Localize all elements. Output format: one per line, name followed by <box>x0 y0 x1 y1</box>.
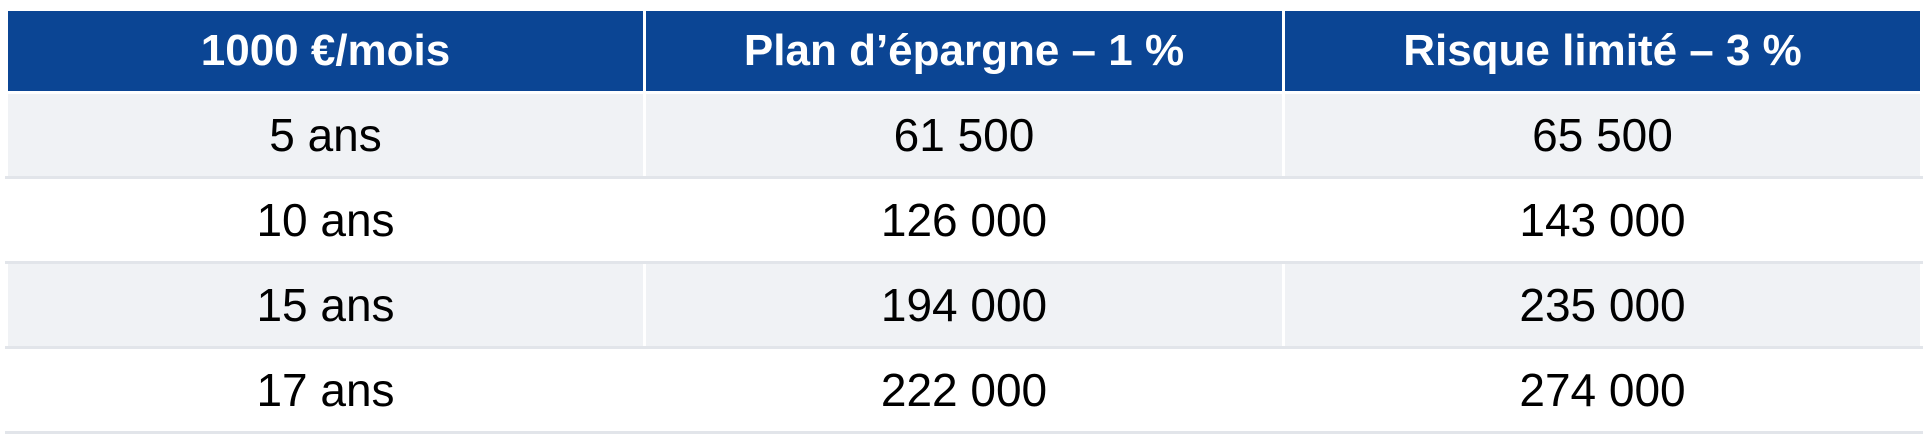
savings-table: 1000 €/mois Plan d’épargne – 1 % Risque … <box>5 8 1923 434</box>
table-row: 10 ans 126 000 143 000 <box>5 176 1923 264</box>
limited-risk-value: 235 000 <box>1282 261 1923 349</box>
header-savings-plan: Plan d’épargne – 1 % <box>643 8 1285 94</box>
savings-plan-value: 126 000 <box>643 176 1285 264</box>
savings-table-container: 1000 €/mois Plan d’épargne – 1 % Risque … <box>5 8 1923 434</box>
limited-risk-value: 143 000 <box>1282 176 1923 264</box>
table-row: 17 ans 222 000 274 000 <box>5 346 1923 434</box>
table-row: 5 ans 61 500 65 500 <box>5 91 1923 179</box>
header-limited-risk: Risque limité – 3 % <box>1282 8 1923 94</box>
savings-plan-value: 61 500 <box>643 91 1285 179</box>
limited-risk-value: 65 500 <box>1282 91 1923 179</box>
duration-cell: 15 ans <box>5 261 646 349</box>
duration-cell: 17 ans <box>5 346 646 434</box>
table-row: 15 ans 194 000 235 000 <box>5 261 1923 349</box>
duration-cell: 10 ans <box>5 176 646 264</box>
duration-cell: 5 ans <box>5 91 646 179</box>
limited-risk-value: 274 000 <box>1282 346 1923 434</box>
savings-plan-value: 222 000 <box>643 346 1285 434</box>
header-monthly-amount: 1000 €/mois <box>5 8 646 94</box>
savings-plan-value: 194 000 <box>643 261 1285 349</box>
table-header-row: 1000 €/mois Plan d’épargne – 1 % Risque … <box>5 8 1923 94</box>
